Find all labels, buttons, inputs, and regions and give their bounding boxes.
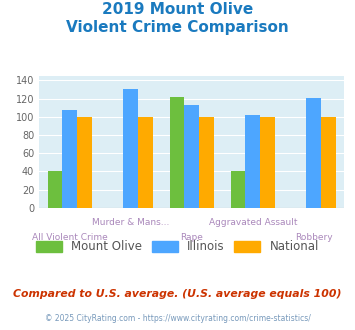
Bar bbox=[184, 105, 199, 208]
Bar bbox=[62, 110, 77, 208]
Bar bbox=[138, 117, 153, 208]
Text: Murder & Mans...: Murder & Mans... bbox=[92, 218, 169, 227]
Bar bbox=[48, 171, 62, 208]
Bar bbox=[199, 117, 214, 208]
Text: Rape: Rape bbox=[180, 233, 203, 242]
Bar bbox=[170, 97, 184, 208]
Text: Violent Crime Comparison: Violent Crime Comparison bbox=[66, 20, 289, 35]
Text: All Violent Crime: All Violent Crime bbox=[32, 233, 108, 242]
Text: © 2025 CityRating.com - https://www.cityrating.com/crime-statistics/: © 2025 CityRating.com - https://www.city… bbox=[45, 314, 310, 323]
Bar bbox=[260, 117, 275, 208]
Legend: Mount Olive, Illinois, National: Mount Olive, Illinois, National bbox=[31, 236, 324, 258]
Text: Robbery: Robbery bbox=[295, 233, 333, 242]
Bar bbox=[231, 171, 245, 208]
Text: 2019 Mount Olive: 2019 Mount Olive bbox=[102, 2, 253, 16]
Text: Compared to U.S. average. (U.S. average equals 100): Compared to U.S. average. (U.S. average … bbox=[13, 289, 342, 299]
Bar bbox=[77, 117, 92, 208]
Bar bbox=[306, 98, 321, 208]
Bar bbox=[245, 115, 260, 208]
Text: Aggravated Assault: Aggravated Assault bbox=[208, 218, 297, 227]
Bar bbox=[321, 117, 336, 208]
Bar bbox=[123, 89, 138, 208]
